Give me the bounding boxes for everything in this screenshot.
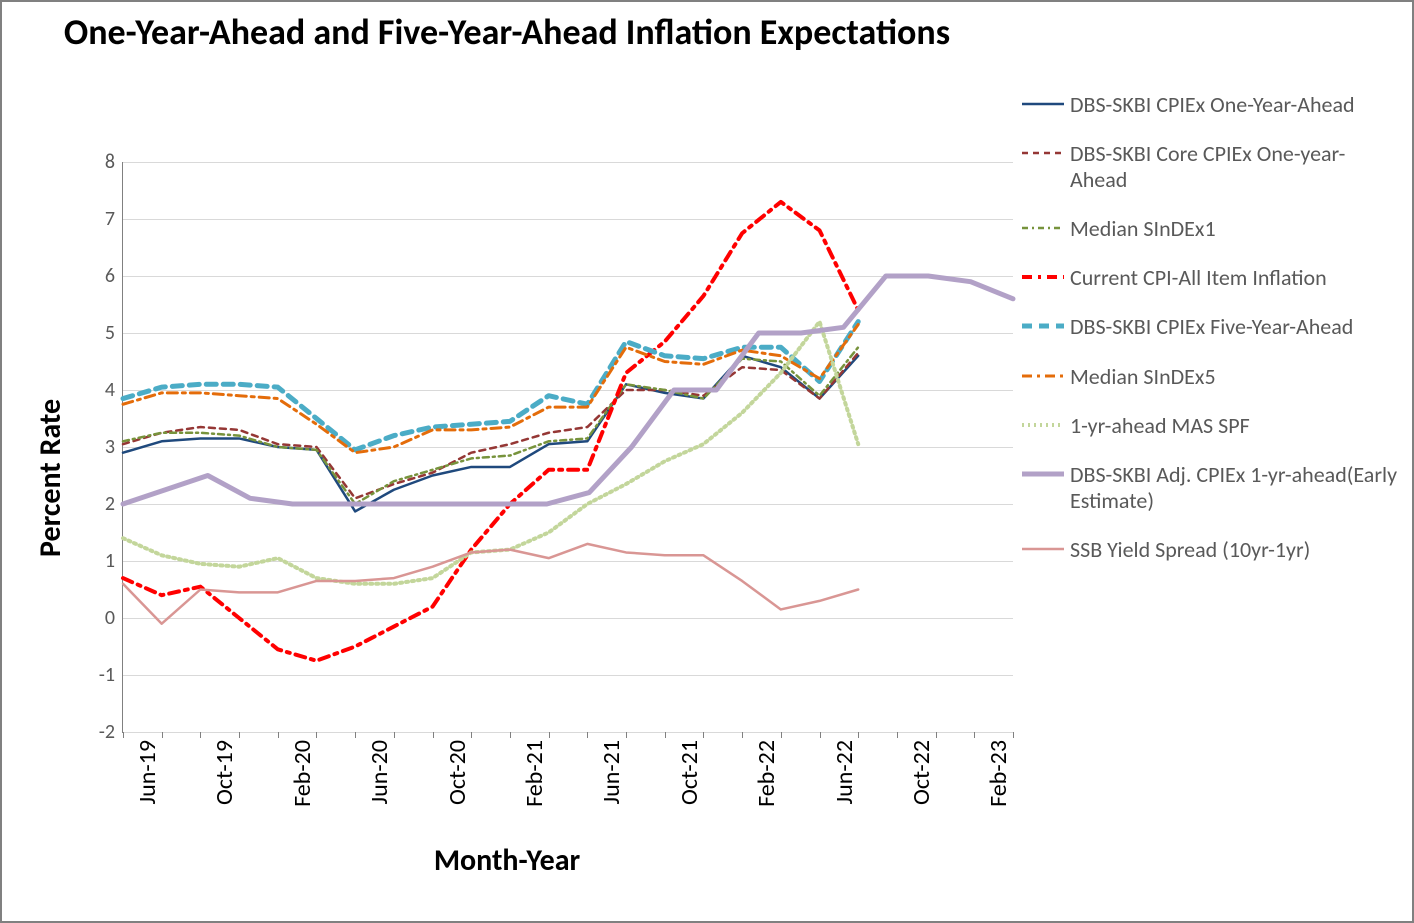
legend-label: DBS-SKBI Core CPIEx One-year-Ahead <box>1070 141 1402 192</box>
x-tick-label: Jun-21 <box>597 740 626 805</box>
chart-container: One-Year-Ahead and Five-Year-Ahead Infla… <box>0 0 1414 923</box>
legend-label: 1-yr-ahead MAS SPF <box>1070 413 1250 438</box>
legend-item-cpi_all: Current CPI-All Item Inflation <box>1022 265 1402 290</box>
legend-swatch <box>1022 216 1064 240</box>
x-tick-mark <box>781 732 782 738</box>
y-tick-label: 5 <box>105 321 115 345</box>
x-tick-mark <box>1013 732 1014 738</box>
series-mas_spf <box>123 322 858 584</box>
x-tick-label: Feb-22 <box>752 740 781 807</box>
x-tick-mark <box>278 732 279 738</box>
x-tick-label: Feb-20 <box>288 740 317 807</box>
x-tick-mark <box>936 732 937 738</box>
x-tick-mark <box>549 732 550 738</box>
x-tick-mark <box>974 732 975 738</box>
y-tick-label: 1 <box>105 549 115 573</box>
chart-title: One-Year-Ahead and Five-Year-Ahead Infla… <box>2 10 1012 54</box>
x-tick-mark <box>200 732 201 738</box>
x-tick-label: Jun-22 <box>830 740 859 805</box>
legend: DBS-SKBI CPIEx One-Year-Ahead DBS-SKBI Co… <box>1022 92 1402 586</box>
legend-label: DBS-SKBI CPIEx Five-Year-Ahead <box>1070 314 1353 339</box>
y-tick-label: 7 <box>105 207 115 231</box>
x-tick-mark <box>433 732 434 738</box>
x-tick-label: Jun-19 <box>133 740 162 805</box>
x-tick-mark <box>665 732 666 738</box>
y-axis-label: Percent Rate <box>32 399 69 557</box>
legend-item-cpiex_5yr: DBS-SKBI CPIEx Five-Year-Ahead <box>1022 314 1402 339</box>
series-sindex1 <box>123 347 858 504</box>
legend-item-ssb_spread: SSB Yield Spread (10yr-1yr) <box>1022 537 1402 562</box>
x-tick-mark <box>316 732 317 738</box>
legend-swatch <box>1022 413 1064 437</box>
x-tick-label: Jun-20 <box>365 740 394 805</box>
x-tick-mark <box>123 732 124 738</box>
legend-swatch <box>1022 364 1064 388</box>
legend-label: SSB Yield Spread (10yr-1yr) <box>1070 537 1310 562</box>
y-tick-label: 2 <box>105 492 115 516</box>
x-tick-mark <box>587 732 588 738</box>
x-tick-mark <box>858 732 859 738</box>
y-tick-label: 4 <box>105 378 115 402</box>
x-tick-label: Feb-21 <box>520 740 549 807</box>
x-tick-mark <box>626 732 627 738</box>
legend-item-sindex1: Median SInDEx1 <box>1022 216 1402 241</box>
x-tick-mark <box>703 732 704 738</box>
series-layer <box>123 162 1013 732</box>
x-tick-mark <box>471 732 472 738</box>
series-ssb_spread <box>123 544 858 624</box>
legend-label: Current CPI-All Item Inflation <box>1070 265 1327 290</box>
legend-label: DBS-SKBI Adj. CPIEx 1-yr-ahead(Early Est… <box>1070 462 1402 513</box>
y-tick-label: -2 <box>99 720 115 744</box>
x-tick-mark <box>510 732 511 738</box>
x-tick-mark <box>820 732 821 738</box>
x-axis-label: Month-Year <box>2 842 1012 879</box>
x-tick-mark <box>897 732 898 738</box>
y-tick-label: -1 <box>99 663 115 687</box>
x-tick-mark <box>355 732 356 738</box>
legend-label: DBS-SKBI CPIEx One-Year-Ahead <box>1070 92 1355 117</box>
legend-item-adj_cpiex_early: DBS-SKBI Adj. CPIEx 1-yr-ahead(Early Est… <box>1022 462 1402 513</box>
x-tick-mark <box>394 732 395 738</box>
x-tick-label: Oct-21 <box>675 740 704 805</box>
legend-swatch <box>1022 141 1064 165</box>
gridline <box>123 732 1013 733</box>
legend-swatch <box>1022 537 1064 561</box>
legend-item-mas_spf: 1-yr-ahead MAS SPF <box>1022 413 1402 438</box>
legend-item-sindex5: Median SInDEx5 <box>1022 364 1402 389</box>
x-tick-mark <box>162 732 163 738</box>
legend-swatch <box>1022 462 1064 486</box>
y-tick-label: 3 <box>105 435 115 459</box>
x-tick-label: Oct-22 <box>907 740 936 805</box>
legend-swatch <box>1022 314 1064 338</box>
x-tick-label: Oct-19 <box>210 740 239 805</box>
x-tick-label: Oct-20 <box>443 740 472 805</box>
series-core_cpiex_1yr <box>123 353 858 498</box>
x-tick-mark <box>239 732 240 738</box>
x-tick-label: Feb-23 <box>984 740 1013 807</box>
legend-item-core_cpiex_1yr: DBS-SKBI Core CPIEx One-year-Ahead <box>1022 141 1402 192</box>
x-tick-mark <box>742 732 743 738</box>
y-tick-label: 0 <box>105 606 115 630</box>
legend-swatch <box>1022 92 1064 116</box>
legend-swatch <box>1022 265 1064 289</box>
legend-label: Median SInDEx5 <box>1070 364 1216 389</box>
legend-item-cpiex_1yr: DBS-SKBI CPIEx One-Year-Ahead <box>1022 92 1402 117</box>
plot-area: -2-1012345678Jun-19Oct-19Feb-20Jun-20Oct… <box>122 162 1013 733</box>
y-tick-label: 8 <box>105 150 115 174</box>
legend-label: Median SInDEx1 <box>1070 216 1216 241</box>
y-tick-label: 6 <box>105 264 115 288</box>
